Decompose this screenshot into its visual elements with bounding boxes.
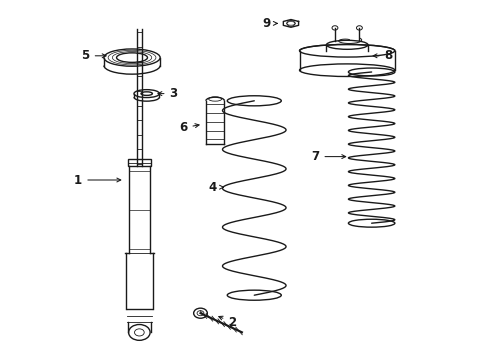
Text: 3: 3 (158, 87, 177, 100)
Text: 8: 8 (372, 49, 392, 62)
Text: 1: 1 (74, 174, 121, 186)
Text: 4: 4 (208, 181, 223, 194)
Text: 5: 5 (81, 49, 106, 62)
Text: 6: 6 (179, 121, 199, 134)
Text: 7: 7 (311, 150, 345, 163)
Text: 9: 9 (262, 17, 277, 30)
Text: 2: 2 (218, 316, 236, 329)
